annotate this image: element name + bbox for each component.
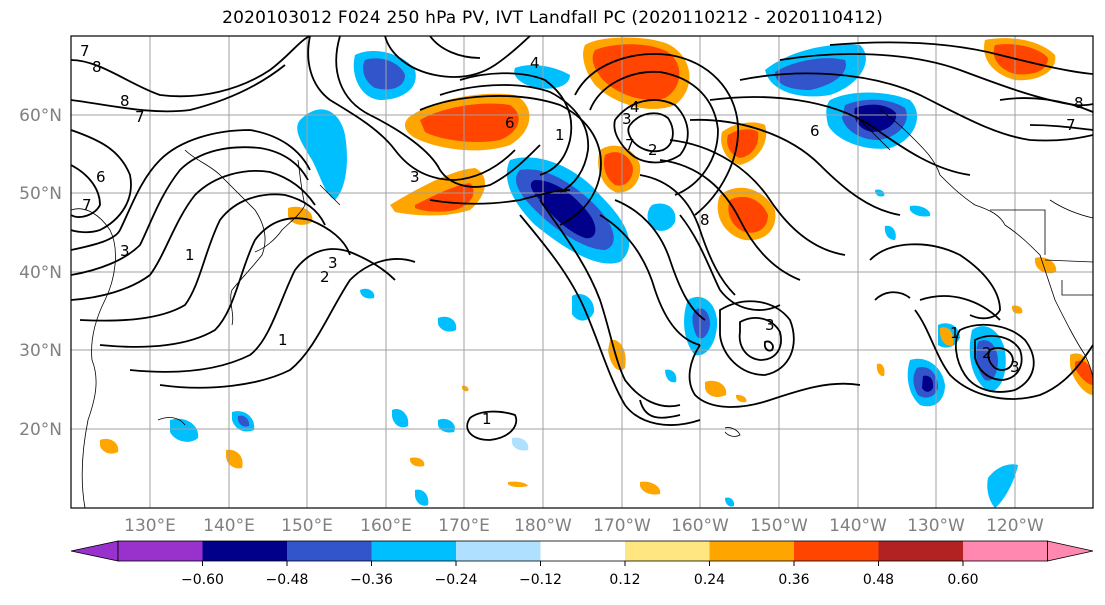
colorbar-segment <box>963 541 1048 561</box>
colorbar-frame <box>117 540 1048 562</box>
lon-label: 180°W <box>514 516 572 536</box>
contour-label: 2 <box>320 268 330 286</box>
lon-label: 130°E <box>124 516 176 536</box>
lon-label: 170°E <box>438 516 490 536</box>
contour-label: 1 <box>555 126 565 144</box>
colorbar-segment <box>625 541 710 561</box>
colorbar-segment <box>709 541 794 561</box>
latitude-labels: 60°N 50°N 40°N 30°N 20°N <box>19 106 62 440</box>
colorbar-tick-label: 0.48 <box>863 572 894 588</box>
contour-label: 3 <box>410 168 420 186</box>
contour-label: 3 <box>328 254 338 272</box>
colorbar-tick-label: 0.60 <box>947 572 978 588</box>
colorbar-segment <box>456 541 541 561</box>
contour-label: 3 <box>765 316 775 334</box>
contour-label: 6 <box>505 114 515 132</box>
lon-label: 130°W <box>907 516 965 536</box>
contour-label: 8 <box>120 92 130 110</box>
contour-label: 1 <box>482 410 492 428</box>
map-frame <box>70 35 1094 509</box>
contour-label: 7 <box>80 42 90 60</box>
lat-label: 50°N <box>19 184 62 204</box>
colorbar-tick-label: −0.36 <box>350 572 393 588</box>
contour-label: 1 <box>950 324 960 342</box>
negative-anomaly-shading <box>170 44 1018 508</box>
colorbar-segment <box>794 541 879 561</box>
contour-label: 6 <box>810 122 820 140</box>
colorbar-tick-label: −0.60 <box>181 572 224 588</box>
longitude-labels: 130°E 140°E 150°E 160°E 170°E 180°W 170°… <box>124 516 1044 536</box>
colorbar-segment <box>371 541 456 561</box>
contour-label: 7 <box>625 136 635 154</box>
contour-labels: 8 7 8 7 6 7 3 1 2 3 1 4 6 3 4 3 1 2 7 6 … <box>80 16 1084 428</box>
pv-contours <box>71 36 1093 441</box>
contour-label: 6 <box>96 168 106 186</box>
colorbar-tick-label: 0.12 <box>609 572 640 588</box>
lon-label: 120°W <box>986 516 1044 536</box>
colorbar-tick-label: −0.12 <box>519 572 562 588</box>
colorbar-tick-label: 0.24 <box>694 572 725 588</box>
map-title: 2020103012 F024 250 hPa PV, IVT Landfall… <box>222 8 883 28</box>
colorbar: −0.60 −0.48 −0.36 −0.24 −0.12 0.12 0.24 … <box>70 540 1094 588</box>
contour-label: 7 <box>135 108 145 126</box>
colorbar-high-extension <box>1047 540 1094 562</box>
colorbar-tick-label: −0.48 <box>266 572 309 588</box>
contour-label: 1 <box>185 246 195 264</box>
contour-label: 3 <box>622 110 632 128</box>
contour-label: 8 <box>700 211 710 229</box>
lon-label: 140°E <box>203 516 255 536</box>
lon-label: 150°W <box>750 516 808 536</box>
contour-label: 4 <box>630 98 640 116</box>
contour-label: 1 <box>278 331 288 349</box>
lon-label: 170°W <box>593 516 651 536</box>
contour-label: 8 <box>1074 94 1084 112</box>
lat-label: 30°N <box>19 341 62 361</box>
lat-label: 20°N <box>19 420 62 440</box>
lon-label: 150°E <box>281 516 333 536</box>
contour-label: 2 <box>648 141 658 159</box>
contour-label: 3 <box>120 242 130 260</box>
colorbar-tick-label: 0.36 <box>778 572 809 588</box>
colorbar-segment <box>287 541 372 561</box>
colorbar-low-extension <box>70 540 119 562</box>
contour-label: 7 <box>1066 116 1076 134</box>
contour-label: 4 <box>530 54 540 72</box>
colorbar-segment <box>118 541 203 561</box>
contour-label: 7 <box>82 196 92 214</box>
lon-label: 160°W <box>671 516 729 536</box>
contour-label: 1 <box>660 16 670 34</box>
lat-label: 60°N <box>19 106 62 126</box>
lat-label: 40°N <box>19 263 62 283</box>
contour-label: 3 <box>1010 358 1020 376</box>
lon-label: 160°E <box>360 516 412 536</box>
graticule <box>71 36 1093 508</box>
colorbar-tick-label: −0.24 <box>435 572 478 588</box>
colorbar-segment <box>878 541 963 561</box>
contour-label: 8 <box>92 58 102 76</box>
positive-anomaly-shading <box>100 37 1093 495</box>
lon-label: 140°W <box>829 516 887 536</box>
colorbar-segment <box>202 541 287 561</box>
contour-label: 2 <box>982 344 992 362</box>
colorbar-segment <box>540 541 625 561</box>
